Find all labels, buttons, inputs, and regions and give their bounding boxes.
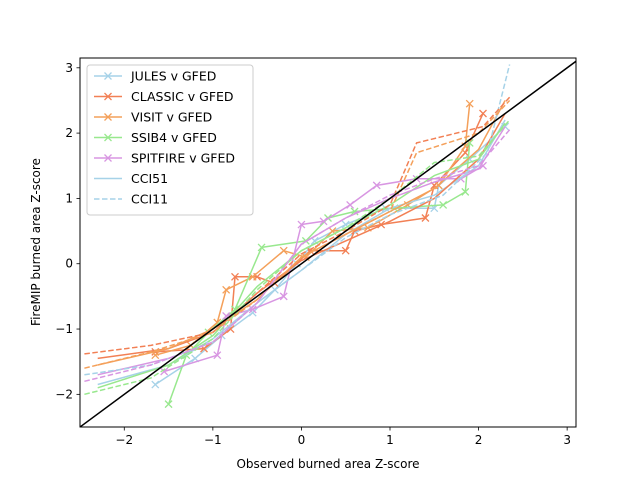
legend-marker-icon xyxy=(104,133,112,142)
legend: JULES v GFED CLASSIC v GFED VISIT v GFED SS… xyxy=(86,64,254,216)
legend-label-visit-v-gfed: VISIT v GFED xyxy=(131,110,212,125)
series-cci11-classic xyxy=(84,96,511,355)
marker-ssib4-v-gfed xyxy=(439,200,448,209)
x-tick-label: 2 xyxy=(475,433,483,447)
legend-label-jules-v-gfed: JULES v GFED xyxy=(130,69,216,84)
marker-classic-v-gfed xyxy=(231,272,239,281)
legend-marker-icon xyxy=(104,113,112,121)
legend-label-spitfire-v-gfed: SPITFIRE v GFED xyxy=(131,151,235,166)
plot-frame xyxy=(79,57,577,428)
series-cci11-visit xyxy=(84,99,511,369)
marker-spitfire-v-gfed xyxy=(279,292,288,301)
y-tick-label: −1 xyxy=(55,322,73,336)
x-tick-label: 1 xyxy=(386,433,394,447)
marker-spitfire-v-gfed xyxy=(248,305,257,314)
marker-visit-v-gfed xyxy=(465,99,474,108)
x-tick-label: −2 xyxy=(115,433,133,447)
marker-ssib4-v-gfed xyxy=(461,187,470,196)
legend-marker-icon xyxy=(104,92,112,101)
legend-label-cci51: CCI51 xyxy=(131,171,168,186)
marker-spitfire-v-gfed xyxy=(372,181,381,190)
y-tick-label: 0 xyxy=(65,257,73,271)
one-to-one-line xyxy=(80,60,576,427)
legend-label-ssib4-v-gfed: SSIB4 v GFED xyxy=(131,130,217,145)
marker-spitfire-v-gfed xyxy=(213,351,222,360)
x-tick-label: 3 xyxy=(563,433,571,447)
x-axis-label: Observed burned area Z-score xyxy=(236,457,419,471)
legend-label-classic-v-gfed: CLASSIC v GFED xyxy=(131,89,234,104)
series-cci11-spitfire xyxy=(84,129,511,383)
series-cci51-jules xyxy=(97,119,506,386)
x-tick-label: −1 xyxy=(204,433,222,447)
legend-marker-icon xyxy=(104,154,112,162)
y-tick-label: 2 xyxy=(65,126,73,140)
y-axis: −2 −1 0 1 2 3 xyxy=(55,61,80,401)
marker-spitfire-v-gfed xyxy=(346,200,355,209)
y-axis-label: FireMIP burned area Z-score xyxy=(29,158,43,326)
marker-visit-v-gfed xyxy=(279,246,288,255)
marker-spitfire-v-gfed xyxy=(297,220,306,229)
marker-jules-v-gfed xyxy=(151,380,160,389)
legend-label-cci11: CCI11 xyxy=(131,192,168,207)
marker-classic-v-gfed xyxy=(479,109,487,118)
marker-ssib4-v-gfed xyxy=(257,243,266,252)
marker-spitfire-v-gfed xyxy=(160,367,169,376)
series-cci11-ssib4 xyxy=(84,119,511,396)
marker-visit-v-gfed xyxy=(222,285,231,294)
y-tick-label: 1 xyxy=(65,191,73,205)
series-cci11-jules xyxy=(84,64,511,376)
y-tick-label: 3 xyxy=(65,61,73,75)
series-cci51-classic xyxy=(97,113,506,360)
marker-classic-v-gfed xyxy=(421,214,430,222)
legend-marker-icon xyxy=(104,72,112,80)
series-ssib4-v-gfed xyxy=(167,142,471,405)
marker-ssib4-v-gfed xyxy=(164,400,173,409)
marker-classic-v-gfed xyxy=(341,246,350,255)
x-axis: −2 −1 0 1 2 3 xyxy=(115,427,571,447)
reference-layer xyxy=(80,60,576,427)
series-layer xyxy=(84,64,511,409)
y-tick-label: −2 xyxy=(55,387,73,401)
marker-spitfire-v-gfed xyxy=(319,217,328,226)
legend-box xyxy=(86,64,254,216)
x-tick-label: 0 xyxy=(298,433,306,447)
